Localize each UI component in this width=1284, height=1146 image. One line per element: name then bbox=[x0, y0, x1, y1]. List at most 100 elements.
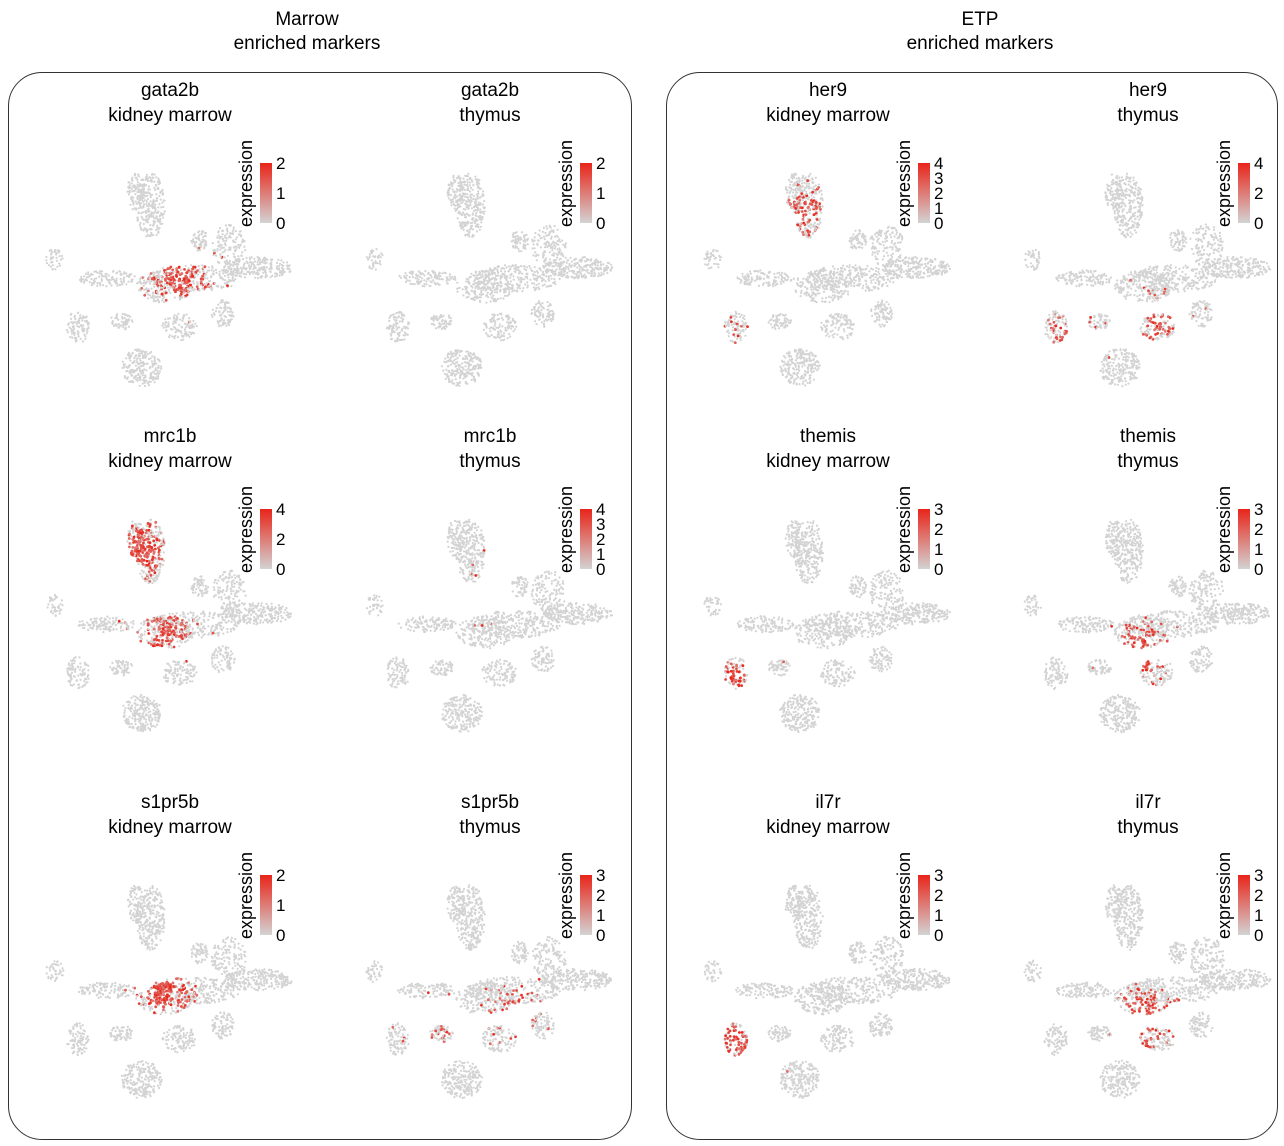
cell-point bbox=[450, 359, 453, 362]
cell-point bbox=[434, 327, 437, 330]
cell-point bbox=[453, 275, 456, 278]
cell-point bbox=[458, 354, 461, 357]
cell-point bbox=[498, 323, 501, 326]
cell-point bbox=[243, 262, 246, 265]
cell-point bbox=[216, 236, 219, 239]
cell-point bbox=[826, 283, 829, 286]
cell-point bbox=[156, 377, 160, 380]
cell-point bbox=[551, 249, 554, 252]
cell-point bbox=[411, 271, 414, 274]
cell-point bbox=[489, 288, 492, 291]
cell-point bbox=[509, 335, 512, 338]
cell-point bbox=[586, 271, 589, 274]
cell-point bbox=[108, 278, 111, 281]
cell-point bbox=[788, 202, 792, 205]
cell-point bbox=[807, 182, 811, 185]
cell-point bbox=[213, 251, 216, 255]
cell-point bbox=[445, 373, 448, 377]
cell-point bbox=[486, 333, 489, 336]
cell-point bbox=[261, 258, 264, 262]
cell-point bbox=[210, 284, 213, 287]
cell-point bbox=[479, 225, 482, 228]
cell-point bbox=[816, 289, 819, 292]
cell-point bbox=[550, 319, 553, 323]
cell-point bbox=[810, 288, 813, 291]
cell-point bbox=[575, 273, 578, 276]
cell-point bbox=[231, 277, 234, 280]
cell-point bbox=[543, 235, 546, 238]
cell-point bbox=[281, 272, 284, 275]
cell-point bbox=[568, 262, 571, 266]
cell-point bbox=[456, 351, 459, 354]
cell-point bbox=[886, 278, 889, 281]
cell-point bbox=[453, 374, 457, 377]
cell-point bbox=[378, 259, 382, 263]
cell-point bbox=[167, 321, 170, 324]
cell-point bbox=[125, 283, 128, 286]
cell-point bbox=[814, 227, 818, 230]
cell-point bbox=[593, 273, 596, 276]
cell-point bbox=[75, 322, 78, 325]
cell-point bbox=[237, 255, 240, 258]
cell-point bbox=[454, 378, 457, 381]
cell-point bbox=[497, 335, 500, 338]
cell-point bbox=[429, 284, 432, 288]
cell-point bbox=[147, 209, 150, 212]
cell-point bbox=[154, 203, 157, 206]
cell-point bbox=[222, 246, 225, 249]
cell-point bbox=[253, 257, 256, 260]
cell-point bbox=[158, 370, 161, 373]
cell-point bbox=[556, 240, 559, 243]
cell-point bbox=[474, 281, 477, 285]
cell-point bbox=[161, 324, 164, 327]
cell-point bbox=[79, 337, 82, 340]
etp-group-title: ETP enriched markers bbox=[830, 8, 1130, 56]
cell-point bbox=[813, 185, 816, 188]
cell-point bbox=[70, 328, 73, 331]
cell-point bbox=[232, 228, 235, 231]
cell-point bbox=[96, 284, 99, 287]
cell-point bbox=[938, 269, 941, 272]
cell-point bbox=[143, 384, 147, 388]
cell-point bbox=[459, 376, 462, 379]
cell-point bbox=[216, 249, 219, 252]
cell-point bbox=[153, 207, 156, 210]
cell-point bbox=[523, 244, 526, 247]
cell-point bbox=[143, 362, 146, 365]
cell-point bbox=[472, 352, 475, 356]
cell-point bbox=[180, 325, 183, 328]
cell-point bbox=[398, 326, 401, 329]
cell-point bbox=[219, 306, 222, 309]
cell-point bbox=[461, 195, 464, 198]
cell-point bbox=[492, 336, 496, 339]
cell-point bbox=[80, 275, 83, 278]
cell-point bbox=[131, 380, 134, 383]
cell-point bbox=[557, 250, 560, 253]
cell-point bbox=[908, 272, 911, 275]
cell-point bbox=[237, 269, 240, 272]
cell-point bbox=[155, 176, 158, 179]
cell-point bbox=[479, 300, 482, 304]
cell-point bbox=[380, 252, 383, 255]
cell-point bbox=[167, 289, 171, 292]
cell-point bbox=[462, 222, 465, 225]
cell-point bbox=[239, 272, 242, 275]
cell-point bbox=[916, 262, 919, 265]
cell-point bbox=[811, 190, 814, 194]
cell-point bbox=[921, 263, 924, 266]
cell-point bbox=[260, 266, 263, 269]
cell-point bbox=[801, 230, 805, 234]
cell-point bbox=[534, 231, 537, 235]
cell-point bbox=[786, 202, 789, 205]
cell-point bbox=[580, 275, 583, 278]
cell-point bbox=[133, 371, 136, 374]
cell-point bbox=[795, 173, 798, 176]
cell-point bbox=[158, 289, 161, 292]
cell-point bbox=[502, 297, 505, 300]
cell-point bbox=[76, 325, 79, 328]
cell-point bbox=[550, 277, 553, 280]
cell-point bbox=[157, 186, 160, 190]
cell-point bbox=[232, 261, 235, 264]
cell-point bbox=[393, 318, 396, 321]
cell-point bbox=[874, 281, 877, 284]
